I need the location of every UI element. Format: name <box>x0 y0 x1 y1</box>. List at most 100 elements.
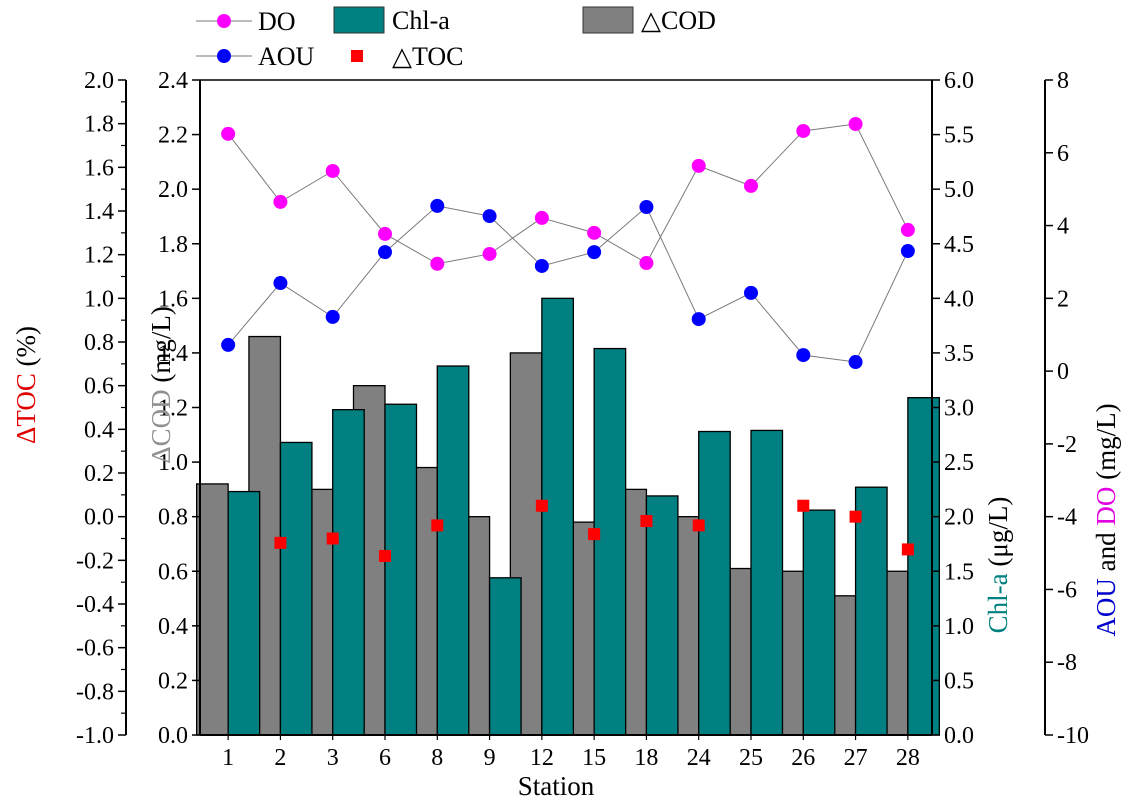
cod-axis-title-part: (mg/L) <box>146 306 176 389</box>
cod-axis-tick-label: 1.8 <box>158 232 188 258</box>
aou-do-axis-title-part: and <box>1091 526 1121 578</box>
aou-point <box>587 245 602 260</box>
chla-axis-tick-label: 0.0 <box>944 723 974 749</box>
do-point <box>587 225 602 240</box>
aou-do-axis-title-part: (mg/L) <box>1091 403 1121 486</box>
chla-axis-title: Chl-a (μg/L) <box>983 497 1013 634</box>
toc-axis-title-part: (%) <box>11 326 41 373</box>
aou-point <box>430 198 445 213</box>
cod-axis-tick-label: 1.0 <box>158 450 188 476</box>
toc-axis-title: ΔTOC (%) <box>11 326 41 444</box>
toc-axis-tick-label: 2.0 <box>84 68 114 94</box>
chla-axis-tick-label: 2.0 <box>944 505 974 531</box>
cod-bar <box>195 483 229 736</box>
aou-point <box>534 258 549 273</box>
chla-bar <box>750 429 784 736</box>
chla-bar <box>645 495 679 736</box>
bars <box>195 297 941 736</box>
chla-bar <box>332 409 365 736</box>
toc-axis-tick-label: 1.4 <box>84 199 114 225</box>
toc-axis-tick-label: 0.4 <box>84 417 114 443</box>
axis-titles: Station ΔTOC (%) ΔCOD (mg/L) Chl-a (μg/L) AO… <box>11 306 1121 801</box>
legend-do-marker <box>217 14 231 28</box>
toc-axis-tick-label: 1.0 <box>84 286 114 312</box>
aou-do-axis-tick-label: -4 <box>1057 505 1077 531</box>
cod-axis-tick-label: 0.2 <box>158 668 188 694</box>
chla-bar <box>488 577 522 736</box>
aou-point <box>221 337 236 352</box>
aou-point <box>744 285 758 300</box>
do-point <box>325 163 340 178</box>
chla-axis-tick-label: 1.0 <box>944 614 974 640</box>
legend-chla-swatch <box>333 6 385 34</box>
aou-do-axis-tick-label: -8 <box>1057 650 1077 676</box>
aou-point <box>691 312 706 327</box>
aou-point <box>482 209 497 224</box>
x-tick-label: 8 <box>431 745 443 771</box>
legend-toc-marker <box>351 50 363 62</box>
do-point <box>482 246 497 261</box>
chla-bar <box>279 441 313 736</box>
toc-axis-tick-label: -0.6 <box>76 636 114 662</box>
cod-axis-tick-label: 2.4 <box>158 68 188 94</box>
aou-do-axis-tick-label: 2 <box>1057 286 1069 312</box>
axes: -1.0 -0.8 -0.6 -0.4 -0.2 0.0 0.2 0.4 0.6 0.8 1.0 1.… <box>76 68 1089 771</box>
chla-bar <box>384 403 418 736</box>
aou-point <box>848 355 863 370</box>
aou-point <box>796 348 811 363</box>
cod-axis-tick-label: 0.6 <box>158 559 188 585</box>
aou-do-axis-tick-label: 4 <box>1057 214 1069 240</box>
chla-bar <box>698 430 731 736</box>
do-point <box>691 158 706 173</box>
toc-point <box>901 543 914 556</box>
toc-axis-tick-label: -0.4 <box>76 592 114 618</box>
aou-point <box>639 199 654 214</box>
toc-axis-tick-label: 0.6 <box>84 374 114 400</box>
chla-axis-tick-label: 5.0 <box>944 177 974 203</box>
do-point <box>744 178 758 193</box>
do-point <box>900 222 915 237</box>
do-point <box>430 256 445 271</box>
toc-axis-tick-label: 0.0 <box>84 505 114 531</box>
toc-axis-tick-label: 1.6 <box>84 155 114 181</box>
x-tick-label: 26 <box>791 745 815 771</box>
aou-line <box>227 205 909 363</box>
chla-bar <box>227 490 261 736</box>
cod-axis-tick-label: 1.6 <box>158 286 188 312</box>
x-tick-label: 9 <box>484 745 496 771</box>
chla-axis-tick-label: 4.0 <box>944 286 974 312</box>
chla-bar <box>593 347 627 736</box>
toc-point <box>274 536 287 549</box>
chla-axis-tick-label: 4.5 <box>944 232 974 258</box>
lines <box>227 123 909 363</box>
points <box>221 117 915 562</box>
x-tick-label: 6 <box>379 745 391 771</box>
legend-label: AOU <box>258 42 315 71</box>
cod-axis-title-part: ΔCOD <box>146 389 176 463</box>
toc-axis-tick-label: -0.8 <box>76 679 114 705</box>
legend-aou-marker <box>217 49 231 63</box>
aou-point <box>325 309 340 324</box>
toc-axis-tick-label: 0.8 <box>84 330 114 356</box>
aou-do-axis-tick-label: -2 <box>1057 432 1077 458</box>
x-tick-label: 24 <box>687 745 711 771</box>
aou-do-axis-tick-label: -10 <box>1057 723 1089 749</box>
do-point <box>848 117 863 132</box>
do-point <box>221 126 236 141</box>
chla-axis-tick-label: 6.0 <box>944 68 974 94</box>
x-tick-label: 27 <box>844 745 868 771</box>
toc-axis-tick-label: -0.2 <box>76 548 114 574</box>
toc-axis-tick-label: 1.8 <box>84 112 114 138</box>
chla-axis-tick-label: 0.5 <box>944 668 974 694</box>
legend-cod-swatch <box>582 6 634 34</box>
legend-label: DO <box>258 7 296 36</box>
chla-axis-tick-label: 2.5 <box>944 450 974 476</box>
chla-bar <box>802 509 836 736</box>
x-tick-label: 12 <box>530 745 554 771</box>
x-tick-label: 3 <box>327 745 339 771</box>
do-point <box>534 210 549 225</box>
aou-do-axis-tick-label: -6 <box>1057 577 1077 603</box>
aou-point <box>273 276 288 291</box>
cod-axis-tick-label: 1.4 <box>158 341 188 367</box>
